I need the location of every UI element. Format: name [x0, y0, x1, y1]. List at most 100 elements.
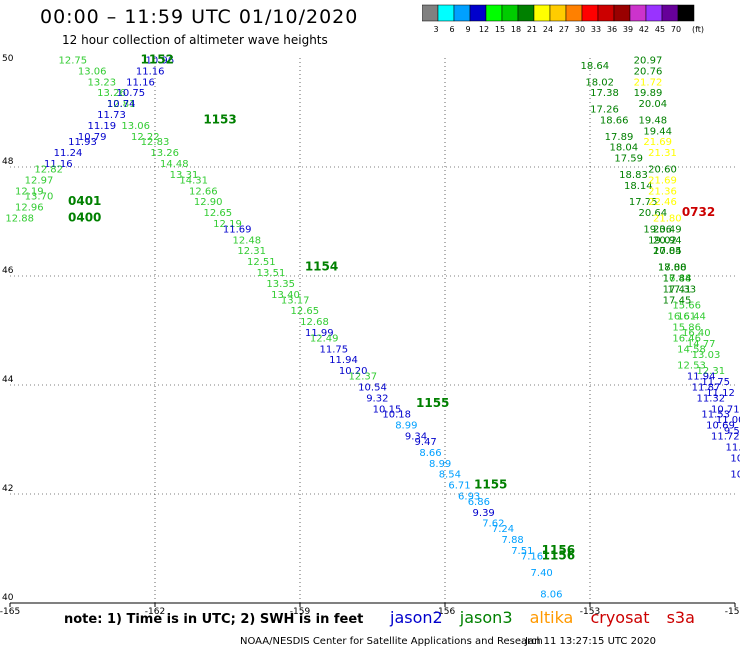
wave-height-value: 10.79 [78, 132, 107, 143]
wave-height-value: 7.62 [482, 519, 504, 530]
wave-height-value: 22.46 [648, 197, 677, 208]
wave-height-value: 21.69 [648, 175, 677, 186]
time-label: 1156 [542, 543, 575, 557]
wave-height-value: 11.16 [126, 77, 155, 88]
time-label: 0732 [682, 205, 715, 219]
wave-height-value: 12.48 [233, 235, 262, 246]
credit-line: NOAA/NESDIS Center for Satellite Applica… [240, 636, 543, 647]
wave-height-value: 12.75 [59, 55, 88, 66]
time-label: 1154 [305, 260, 338, 274]
wave-height-value: 17.89 [605, 132, 634, 143]
scale-label: 70 [671, 25, 681, 34]
wave-height-value: 12.66 [189, 186, 218, 197]
wave-height-value: 11.75 [320, 344, 349, 355]
wave-height-value: 11.99 [305, 328, 334, 339]
wave-height-value: 13.40 [271, 290, 300, 301]
wave-height-value: 11.75 [701, 377, 730, 388]
wave-height-value: 13.31 [170, 170, 199, 181]
wave-height-value: 20.49 [653, 224, 682, 235]
generated-timestamp: Jan 11 13:27:15 UTC 2020 [525, 636, 657, 647]
wave-height-value: 16.48 [663, 273, 692, 284]
wave-height-value: 20.04 [639, 99, 668, 110]
scale-label: 9 [465, 25, 470, 34]
wave-height-value: 17.84 [663, 273, 692, 284]
wave-height-value: 17.80 [658, 263, 687, 274]
wave-height-value: 18.08 [658, 263, 687, 274]
wave-height-value: 20.64 [639, 208, 668, 219]
wave-height-value: 11.30 [726, 442, 740, 453]
scale-label: 33 [591, 25, 601, 34]
wave-height-value: 16.40 [682, 328, 711, 339]
wave-height-value: 17.75 [629, 197, 658, 208]
wave-height-value: 10.15 [373, 404, 402, 415]
wave-height-value: 17.33 [668, 284, 697, 295]
scale-label: 15 [495, 25, 505, 34]
map-subtitle: 12 hour collection of altimeter wave hei… [62, 33, 328, 47]
wave-height-value: 9.52 [724, 426, 740, 437]
map-title: 00:00 – 11:59 UTC 01/10/2020 [40, 6, 359, 28]
wave-height-value: 18.83 [619, 170, 648, 181]
wave-height-value: 11.32 [697, 393, 726, 404]
wave-height-value: 17.59 [614, 154, 643, 165]
wave-height-value: 11.73 [97, 110, 126, 121]
wave-height-value: 12.19 [15, 186, 44, 197]
wave-height-value: 11.12 [706, 388, 735, 399]
wave-height-value: 7.40 [531, 568, 553, 579]
wave-height-value: 11.19 [88, 121, 117, 132]
wave-height-value: 17.85 [653, 246, 682, 257]
wave-height-value: 19.02 [648, 235, 677, 246]
y-tick-label: 40 [2, 593, 14, 603]
y-tick-label: 46 [2, 266, 14, 276]
wave-height-value: 18.14 [624, 181, 653, 192]
wave-height-value: 10.75 [117, 88, 146, 99]
wave-height-value: 8.54 [439, 470, 461, 481]
legend-jason3: jason3 [459, 608, 513, 627]
wave-height-value: 11.53 [701, 410, 730, 421]
time-label: 1155 [474, 478, 507, 492]
wave-height-value: 12.81 [107, 99, 136, 110]
wave-height-value: 15.66 [672, 301, 701, 312]
wave-height-value: 12.82 [34, 164, 63, 175]
wave-height-value: 12.22 [131, 132, 160, 143]
wave-height-value: 18.04 [610, 143, 639, 154]
wave-height-value: 7.24 [492, 524, 514, 535]
wave-height-value: 12.96 [15, 203, 44, 214]
wave-height-value: 11.94 [329, 355, 358, 366]
wave-height-value: 13.51 [257, 268, 286, 279]
wave-height-value: 13.03 [692, 350, 721, 361]
wave-height-value: 10.54 [358, 382, 387, 393]
wave-height-value: 20.60 [648, 164, 677, 175]
y-tick-label: 44 [2, 375, 14, 385]
wave-height-value: 8.99 [395, 421, 417, 432]
wave-height-value: 8.06 [540, 590, 562, 601]
wave-height-value: 11.16 [44, 159, 73, 170]
wave-height-value: 21.80 [653, 214, 682, 225]
wave-height-value: 11.00 [716, 415, 740, 426]
scale-label: 3 [433, 25, 438, 34]
wave-height-value: 18.66 [600, 115, 629, 126]
wave-height-value: 19.44 [643, 126, 672, 137]
wave-height-value: 19.48 [639, 115, 668, 126]
wave-height-value: 13.26 [97, 88, 126, 99]
wave-height-value: 12.65 [291, 306, 320, 317]
wave-height-value: 10.18 [382, 410, 411, 421]
wave-height-value: 15.86 [672, 323, 701, 334]
scale-label: 12 [479, 25, 489, 34]
time-label: 1152 [141, 52, 174, 66]
wave-height-value: 12.37 [349, 372, 378, 383]
scale-label: 39 [623, 25, 633, 34]
wave-height-value: 11.94 [687, 372, 716, 383]
wave-height-value: 6.93 [458, 491, 480, 502]
wave-height-value: 20.76 [634, 66, 663, 77]
wave-height-value: 21.69 [643, 137, 672, 148]
wave-height-value: 12.65 [204, 208, 233, 219]
wave-height-value: 13.06 [78, 66, 107, 77]
wave-height-value: 11.24 [54, 148, 83, 159]
scale-unit: (ft) [692, 25, 704, 34]
scale-label: 36 [607, 25, 617, 34]
legend-cryosat: cryosat [590, 608, 650, 627]
wave-height-value: 19.36 [643, 224, 672, 235]
wave-height-value: 17.45 [663, 295, 692, 306]
wave-height-value: 12.53 [677, 361, 706, 372]
